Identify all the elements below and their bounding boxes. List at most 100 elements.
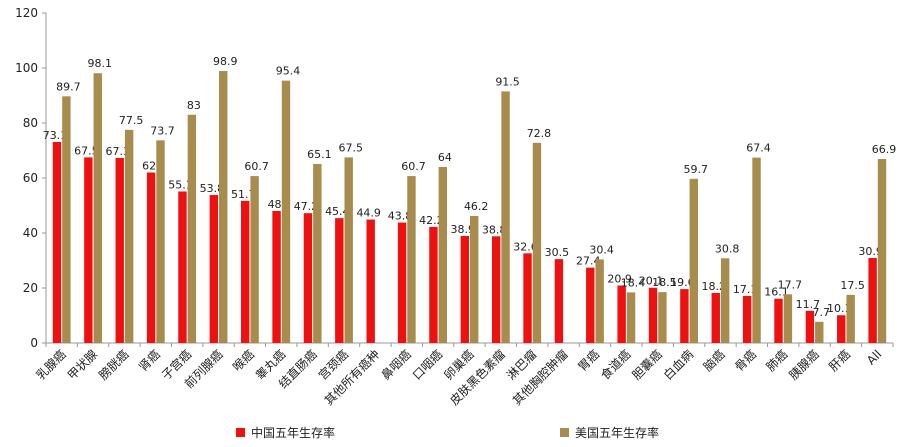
data-label-usa: 30.8 <box>715 242 740 255</box>
x-category-label: 脑癌 <box>700 347 728 375</box>
bar-china <box>711 292 720 343</box>
data-label-usa: 98.1 <box>88 57 113 70</box>
data-label-usa: 72.8 <box>527 127 552 140</box>
bar-usa <box>313 163 322 343</box>
bar-china <box>303 213 313 343</box>
bar-usa <box>470 215 479 343</box>
bar-usa <box>658 292 667 343</box>
legend-item-china: 中国五年生存率 <box>236 424 335 440</box>
bar-usa <box>689 178 698 343</box>
bar-china <box>460 236 469 343</box>
data-label-usa: 83 <box>187 99 201 112</box>
x-category-label: 肺癌 <box>763 347 791 375</box>
x-category-label: 鼻咽癌 <box>378 347 414 383</box>
bar-china <box>84 157 93 343</box>
bar-usa <box>93 73 102 343</box>
bar-china <box>586 267 595 343</box>
bar-usa <box>783 294 793 343</box>
data-label-usa: 30.4 <box>589 243 614 256</box>
y-tick-label: 80 <box>23 116 38 130</box>
x-category-label: 胰腺癌 <box>786 347 822 383</box>
bar-china <box>52 141 62 343</box>
bar-china <box>680 289 689 343</box>
bar-china <box>272 211 281 343</box>
bar-usa <box>438 167 448 343</box>
data-label-china: 16.1 <box>764 286 789 299</box>
data-label-usa: 59.7 <box>684 163 709 176</box>
data-label-china: 62 <box>142 160 156 173</box>
bar-china <box>241 200 250 343</box>
data-label-usa: 17.7 <box>778 278 803 291</box>
data-label-usa: 67.5 <box>338 141 363 154</box>
bar-usa <box>344 157 353 343</box>
data-label-usa: 95.4 <box>276 65 301 78</box>
bar-usa <box>595 259 604 343</box>
data-label-china: 51.7 <box>231 188 256 201</box>
x-category-label: 食道癌 <box>597 347 633 383</box>
y-tick-label: 120 <box>15 6 38 20</box>
bar-china <box>648 287 658 343</box>
bar-china <box>742 295 752 343</box>
bar-usa <box>626 292 636 343</box>
bar-usa <box>156 140 165 343</box>
data-label-china: 30.5 <box>545 246 570 259</box>
legend-swatch-usa <box>560 427 569 437</box>
data-label-china: 42.2 <box>419 214 444 227</box>
bar-usa <box>62 96 71 343</box>
data-label-usa: 18.4 <box>621 276 646 289</box>
data-label-china: 17.1 <box>733 283 758 296</box>
bar-usa <box>501 91 510 343</box>
data-label-usa: 91.5 <box>495 75 520 88</box>
data-label-china: 47.2 <box>294 200 319 213</box>
data-label-usa: 98.9 <box>213 55 238 68</box>
data-label-usa: 7.7 <box>813 306 831 319</box>
bar-china <box>178 191 187 343</box>
legend-label-usa: 美国五年生存率 <box>575 425 660 440</box>
bar-china <box>366 219 375 343</box>
bar-china <box>429 226 438 343</box>
data-label-china: 67.5 <box>74 144 99 157</box>
bar-china <box>397 222 407 343</box>
data-label-usa: 46.2 <box>464 200 489 213</box>
bar-china <box>774 298 783 343</box>
x-category-label: 喉癌 <box>229 347 257 375</box>
data-label-usa: 73.7 <box>150 124 175 137</box>
legend-swatch-china <box>236 427 245 437</box>
bar-usa <box>720 258 730 343</box>
data-label-china: 43.8 <box>388 210 413 223</box>
data-label-china: 48 <box>268 198 282 211</box>
data-label-china: 45.4 <box>325 205 350 218</box>
data-label-china: 73.1 <box>43 129 68 142</box>
bar-usa <box>877 159 887 343</box>
bar-usa <box>815 321 824 343</box>
y-tick-label: 20 <box>23 281 38 295</box>
data-label-usa: 17.5 <box>840 279 865 292</box>
data-label-china: 11.7 <box>796 298 821 311</box>
data-label-china: 38.9 <box>451 223 476 236</box>
data-label-usa: 89.7 <box>56 80 81 93</box>
data-label-china: 38.8 <box>482 223 507 236</box>
data-label-china: 30.9 <box>858 245 883 258</box>
chart-canvas: 0 20 40 60 80 100 120 73.1 89.7 乳腺癌 67.5 98.1 甲状腺 67.… <box>15 6 897 408</box>
x-category-label: 胃癌 <box>575 347 603 375</box>
bar-china <box>617 285 626 343</box>
x-category-label: 膀胱癌 <box>95 347 131 383</box>
data-label-china: 27.4 <box>576 255 601 268</box>
bar-usa <box>219 71 228 344</box>
data-label-china: 67.3 <box>105 145 130 158</box>
bar-china <box>146 172 156 343</box>
data-label-china: 55.1 <box>168 178 193 191</box>
bar-china <box>209 195 219 343</box>
bar-usa <box>187 114 197 343</box>
legend-item-usa: 美国五年生存率 <box>560 424 659 440</box>
bar-usa <box>846 294 855 343</box>
x-category-label: 白血病 <box>660 347 696 383</box>
data-label-usa: 66.9 <box>872 143 897 156</box>
y-tick-label: 0 <box>30 336 38 350</box>
data-label-china: 20.9 <box>607 273 632 286</box>
x-category-label: All <box>864 347 884 367</box>
bar-china <box>335 218 344 343</box>
bar-china <box>115 157 124 343</box>
legend-label-china: 中国五年生存率 <box>251 425 336 440</box>
x-category-label: 肾癌 <box>135 347 163 375</box>
